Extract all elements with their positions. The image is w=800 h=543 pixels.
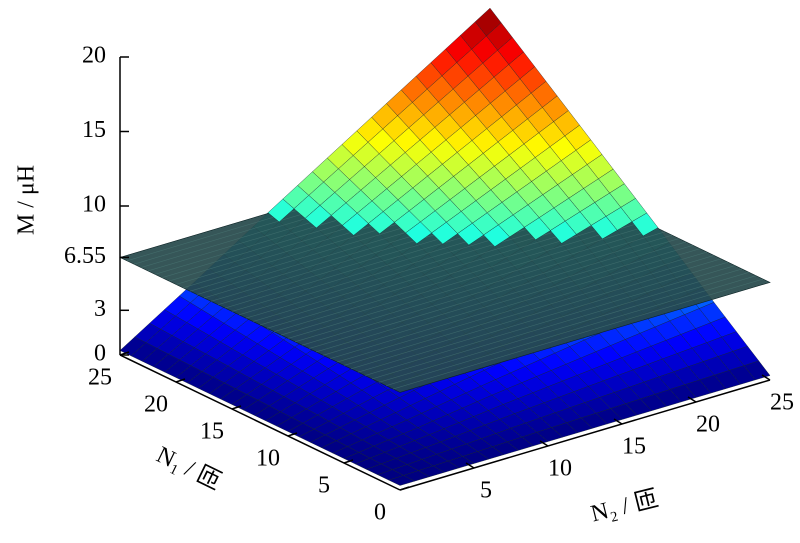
surface-cell (457, 222, 484, 246)
plane-stripe (301, 234, 673, 346)
z-tick-label: 0 (94, 341, 106, 367)
plane-stripe (371, 268, 743, 380)
x-tick (231, 405, 242, 410)
x-tick-label: 5 (318, 473, 330, 499)
surface-cell (267, 198, 295, 223)
x-tick-label: 20 (144, 392, 168, 418)
z-tick-label: 20 (82, 43, 106, 69)
x-tick-label: 10 (256, 446, 280, 472)
plane-stripe (385, 275, 757, 386)
x-axis-label: N₁ / 匝 (152, 442, 225, 495)
x-tick (287, 432, 298, 437)
y-tick (465, 462, 475, 469)
surface-cell (304, 205, 332, 229)
plane-stripe (294, 231, 666, 343)
y-tick (761, 374, 771, 381)
plane-stripe (336, 251, 708, 363)
plane-stripe (350, 258, 722, 370)
z-tick-label: 10 (82, 192, 106, 218)
plane-stripe (357, 261, 729, 373)
surface-cell (431, 221, 458, 245)
y-tick-label: 5 (480, 478, 492, 504)
plane-stripe (280, 224, 652, 336)
plane-stripe (343, 255, 715, 366)
plane-stripe (364, 265, 736, 376)
surface-cell (483, 224, 510, 247)
surface-cell (631, 212, 659, 237)
plane-stripe (308, 238, 680, 349)
surface-cell (368, 211, 395, 235)
x-tick-label: 25 (88, 365, 112, 391)
surface-cell (405, 221, 432, 244)
surface-cell (550, 220, 577, 244)
surface-cell (590, 216, 618, 240)
y-tick-label: 25 (770, 390, 794, 416)
plane-stripe (315, 241, 687, 353)
x-tick (343, 459, 354, 464)
y-tick-label: 10 (548, 456, 572, 482)
y-axis-label: N₂ / 匝 (588, 486, 661, 528)
x-tick-label: 0 (374, 500, 386, 526)
y-tick-label: 20 (696, 412, 720, 438)
z-tick-label: 6.55 (64, 243, 106, 269)
plane-stripe (273, 221, 645, 332)
y-tick (613, 418, 623, 425)
axes: 0 3 6.55 10 15 20 0 5 10 15 20 25 5 10 15 20 25 (64, 43, 794, 526)
plane-stripe (266, 217, 638, 329)
surface (119, 7, 771, 486)
x-tick (175, 378, 186, 383)
plane-stripe (322, 244, 694, 356)
z-axis-label: M / μH (14, 165, 40, 235)
y-tick (687, 396, 697, 403)
plane-stripe (378, 271, 750, 383)
surface-cell (342, 212, 369, 236)
surface-cell (388, 475, 416, 486)
y-tick-label: 15 (622, 434, 646, 460)
x-tick-label: 15 (200, 419, 224, 445)
plane-stripe (329, 248, 701, 359)
z-tick-label: 15 (82, 117, 106, 143)
plane-stripe (287, 228, 659, 339)
x-axis (119, 354, 401, 491)
x-tick (119, 351, 130, 356)
y-tick (539, 440, 549, 447)
plane-stripe (392, 278, 764, 390)
z-tick-label: 3 (94, 296, 106, 322)
surface-cell (524, 217, 551, 241)
y-axis (399, 379, 771, 491)
